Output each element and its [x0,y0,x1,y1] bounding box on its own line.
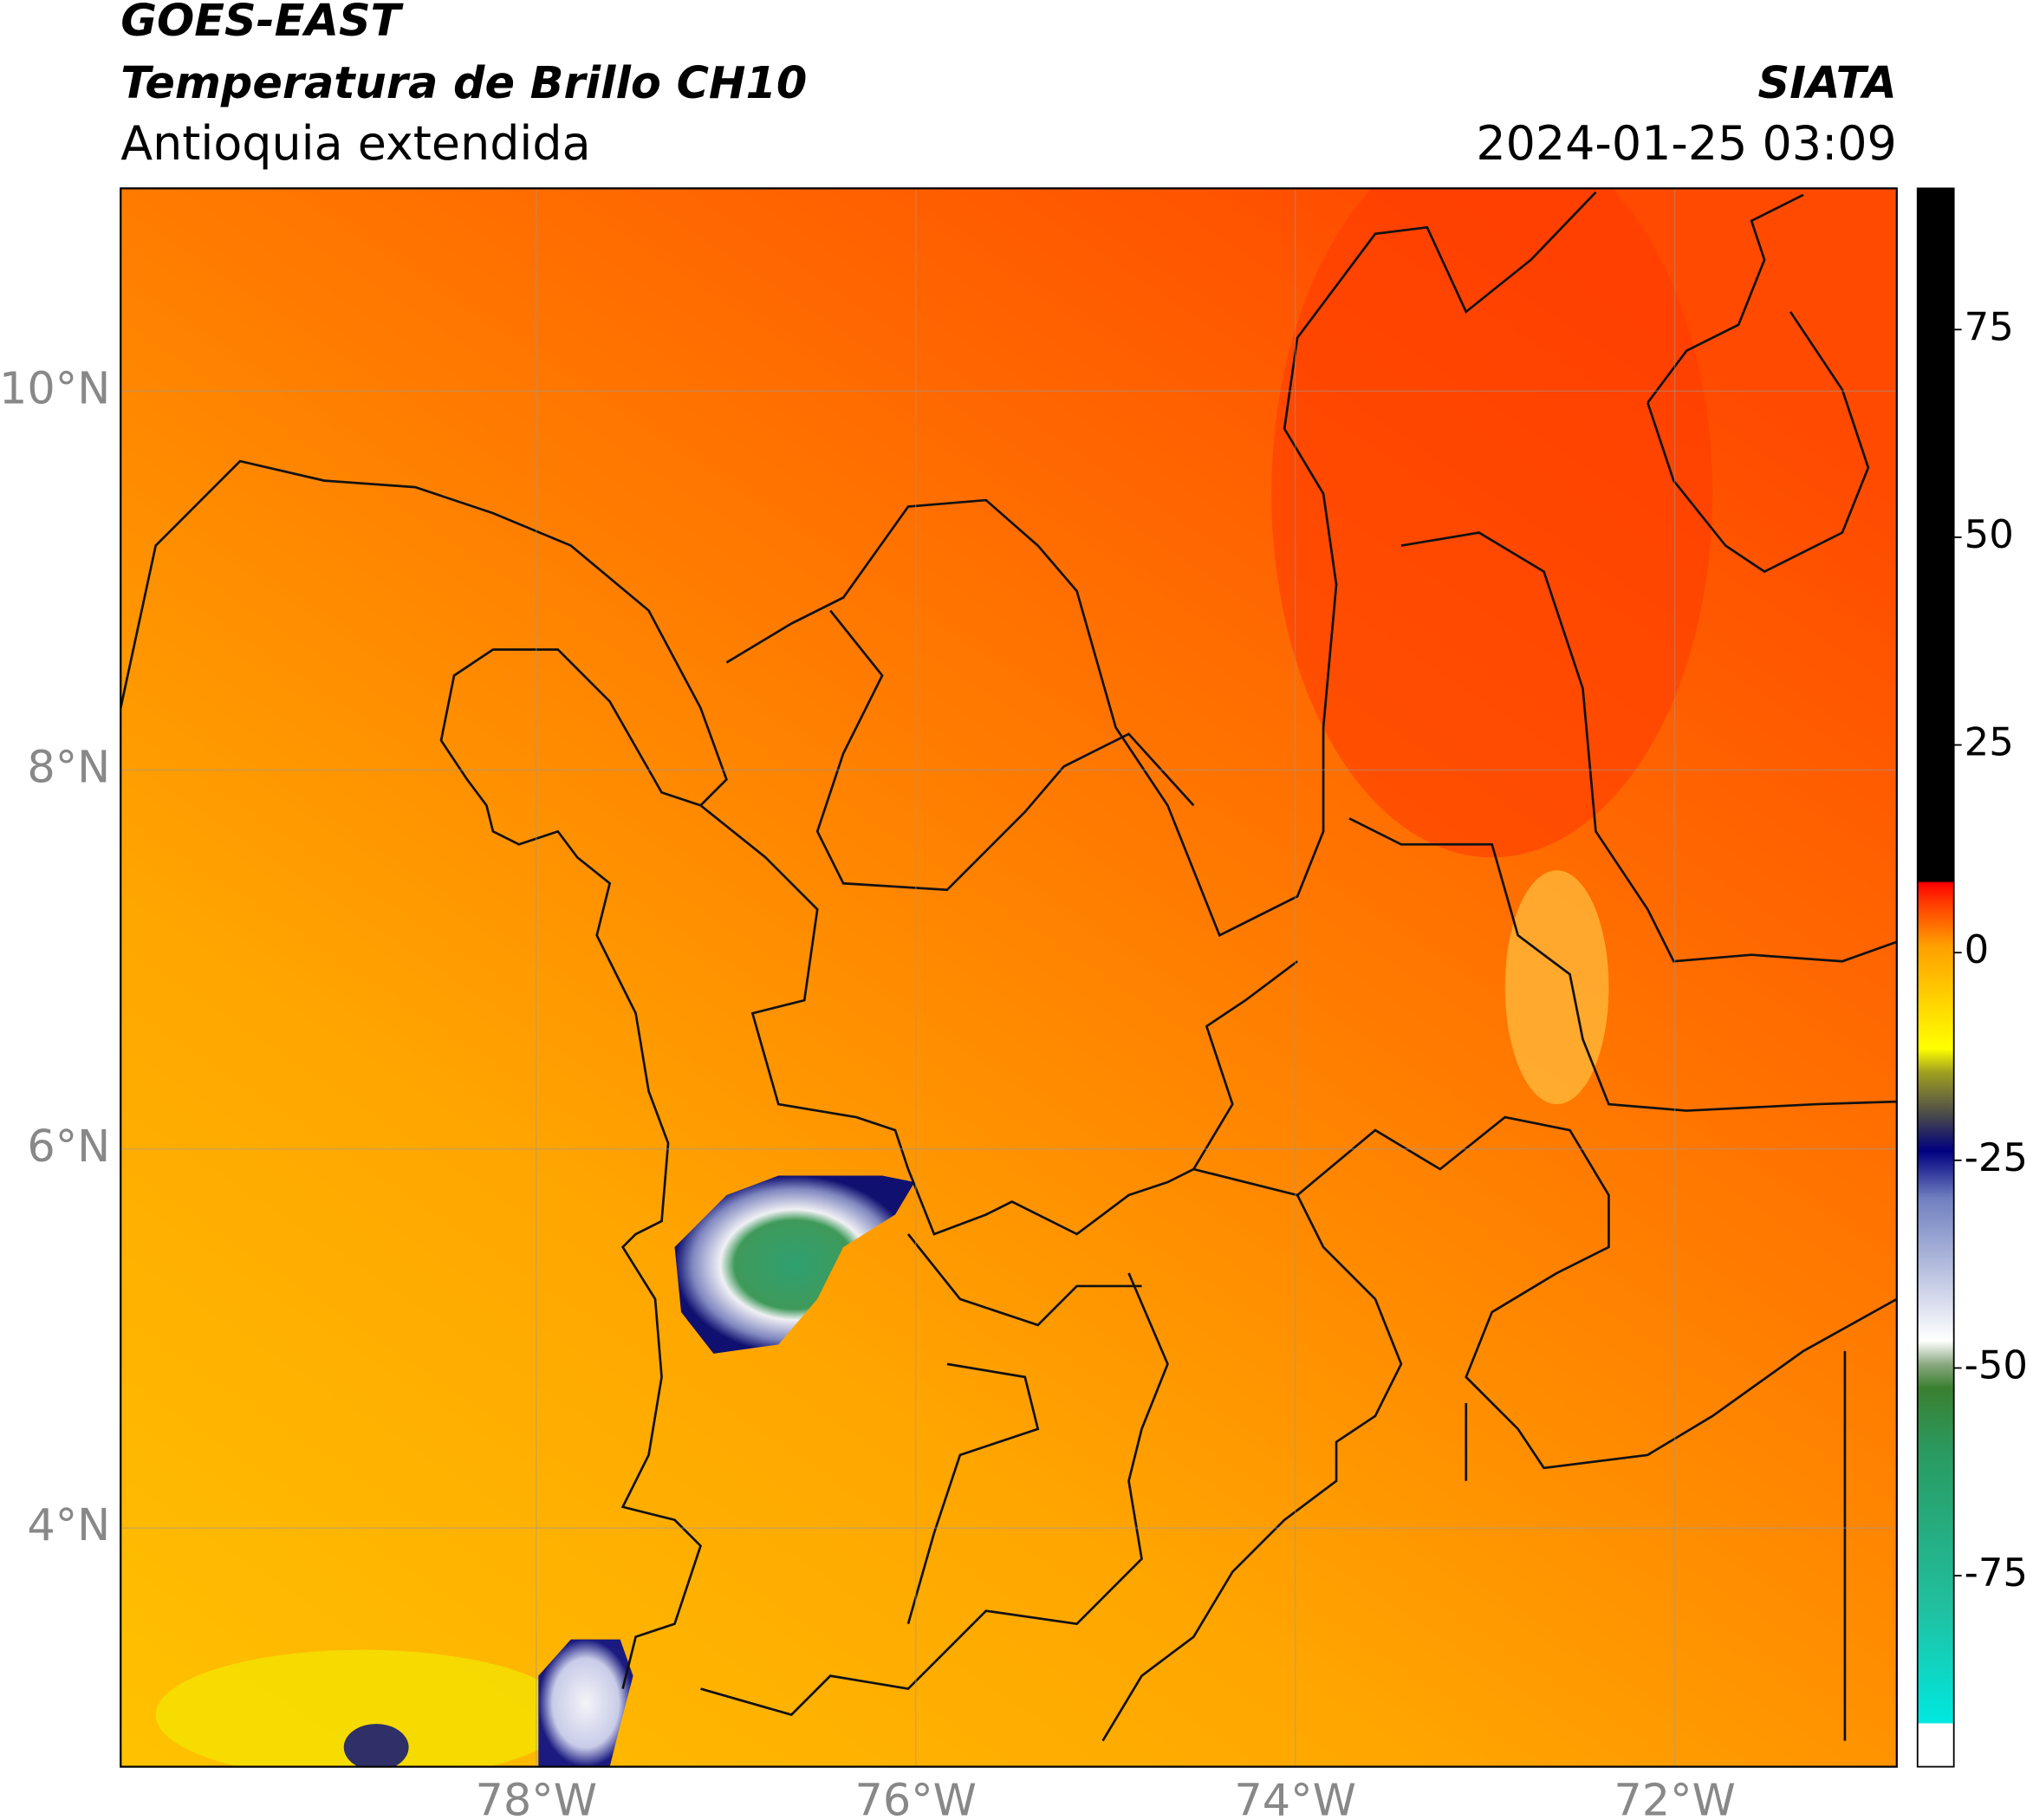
org-label: SIATA [1758,58,1897,109]
border [699,804,1298,1236]
colorbar-tick-label: 50 [1965,511,2014,557]
title-satellite: GOES-EAST [120,0,404,47]
y-tick-label: 6°N [27,1121,110,1173]
subtitle-region: Antioquia extendida [120,116,590,171]
border [1348,817,1897,1112]
y-tick-label: 4°N [27,1500,110,1551]
datetime-label: 2024-01-25 03:09 [1476,116,1896,171]
colorbar-tick-label: 0 [1965,926,1990,972]
coastline [1647,193,1870,574]
cloud [538,1639,633,1767]
x-tick-label: 76°W [854,1775,977,1820]
y-tick-label: 10°N [0,363,110,414]
border [1193,1115,1897,1470]
warm-area [1271,188,1713,858]
cool-area [155,1649,571,1767]
border [1465,1350,1847,1741]
border [1400,531,1897,963]
colorbar-tick-label: -75 [1965,1550,2028,1596]
colorbar [1916,187,1955,1768]
cool-area [1504,870,1609,1105]
border [725,191,1597,938]
border [906,1233,1142,1625]
x-tick-label: 78°W [476,1775,598,1820]
colorbar-tick-label: 75 [1965,303,2014,349]
border [700,1272,1169,1717]
border [1101,1194,1403,1742]
x-tick-label: 74°W [1234,1775,1356,1820]
title-product: Temperatura de Brillo CH10 [120,58,807,109]
cloud [674,1175,915,1354]
y-tick-label: 8°N [27,743,110,794]
x-tick-label: 72°W [1614,1775,1736,1820]
map [120,188,1897,1767]
colorbar-tick-label: -50 [1965,1342,2028,1388]
ticks: 78°W 76°W 74°W 72°W 4°N 6°N 8°N 10°N 75 50 25 0 -25 -… [0,303,2028,1820]
map-frame [120,187,1898,1768]
colorbar-tick-label: -25 [1965,1134,2028,1180]
gridlines [120,188,1897,1767]
colorbar-tick-label: 25 [1965,719,2014,765]
border [815,609,1195,892]
coastline [120,459,728,1689]
cloud [343,1724,409,1767]
